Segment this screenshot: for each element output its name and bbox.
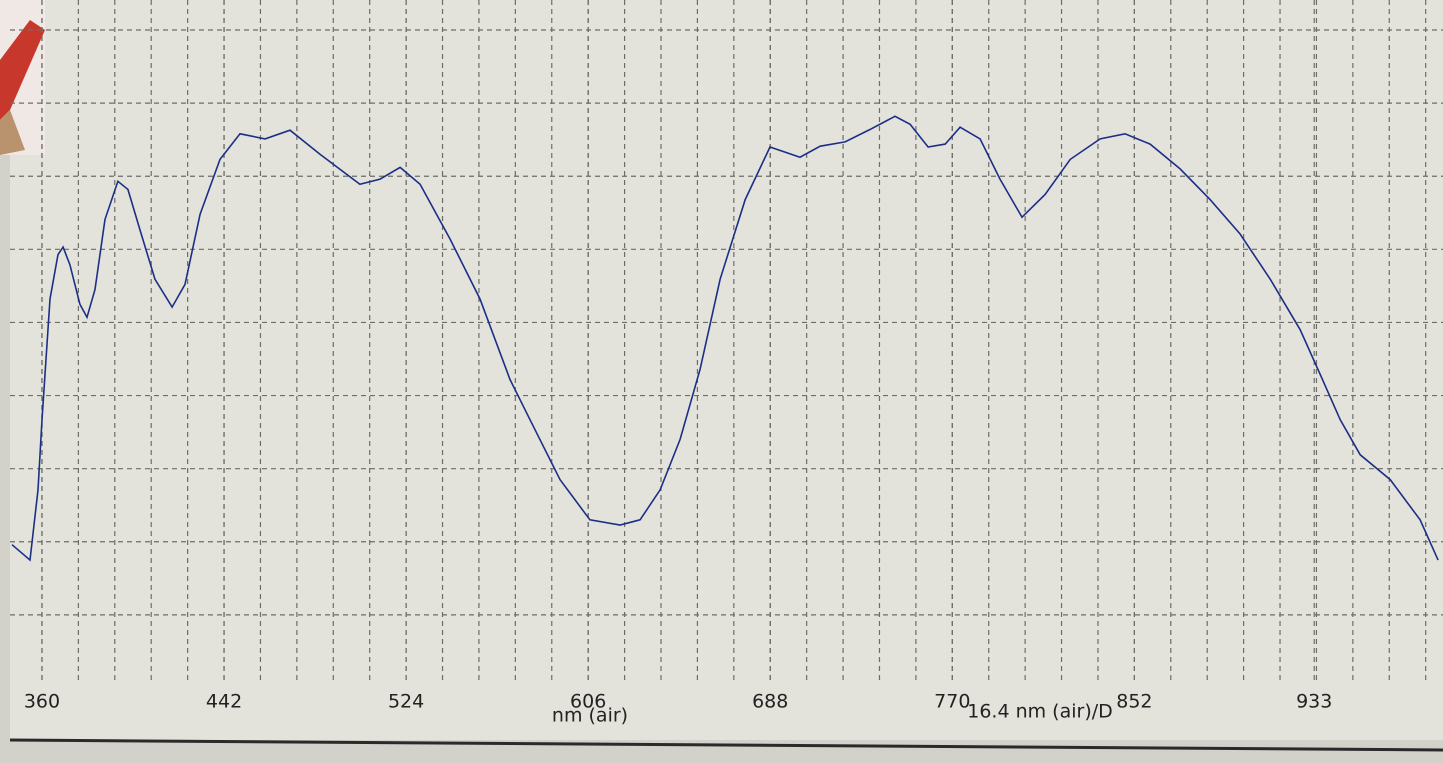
x-tick-label: 524 <box>388 691 424 713</box>
corner-photo-tan <box>0 110 25 155</box>
dispersion-note: 16.4 nm (air)/D <box>967 701 1113 723</box>
bottom-border <box>9 738 1443 752</box>
x-tick-label: 933 <box>1296 691 1332 713</box>
x-tick-label: 360 <box>24 691 60 713</box>
x-tick-label: 442 <box>206 691 242 713</box>
x-axis-label: nm (air) <box>552 705 628 727</box>
spectrum-line <box>11 115 1439 562</box>
x-tick-label: 852 <box>1116 691 1152 713</box>
x-tick-label: 770 <box>934 691 970 713</box>
x-tick-label: 606 <box>570 691 606 713</box>
plot <box>11 115 1439 562</box>
corner-photo-red <box>0 20 45 120</box>
plot-panel <box>10 0 1443 740</box>
corner-photo <box>0 0 45 155</box>
x-tick-label: 688 <box>752 691 788 713</box>
grid <box>10 0 1443 680</box>
